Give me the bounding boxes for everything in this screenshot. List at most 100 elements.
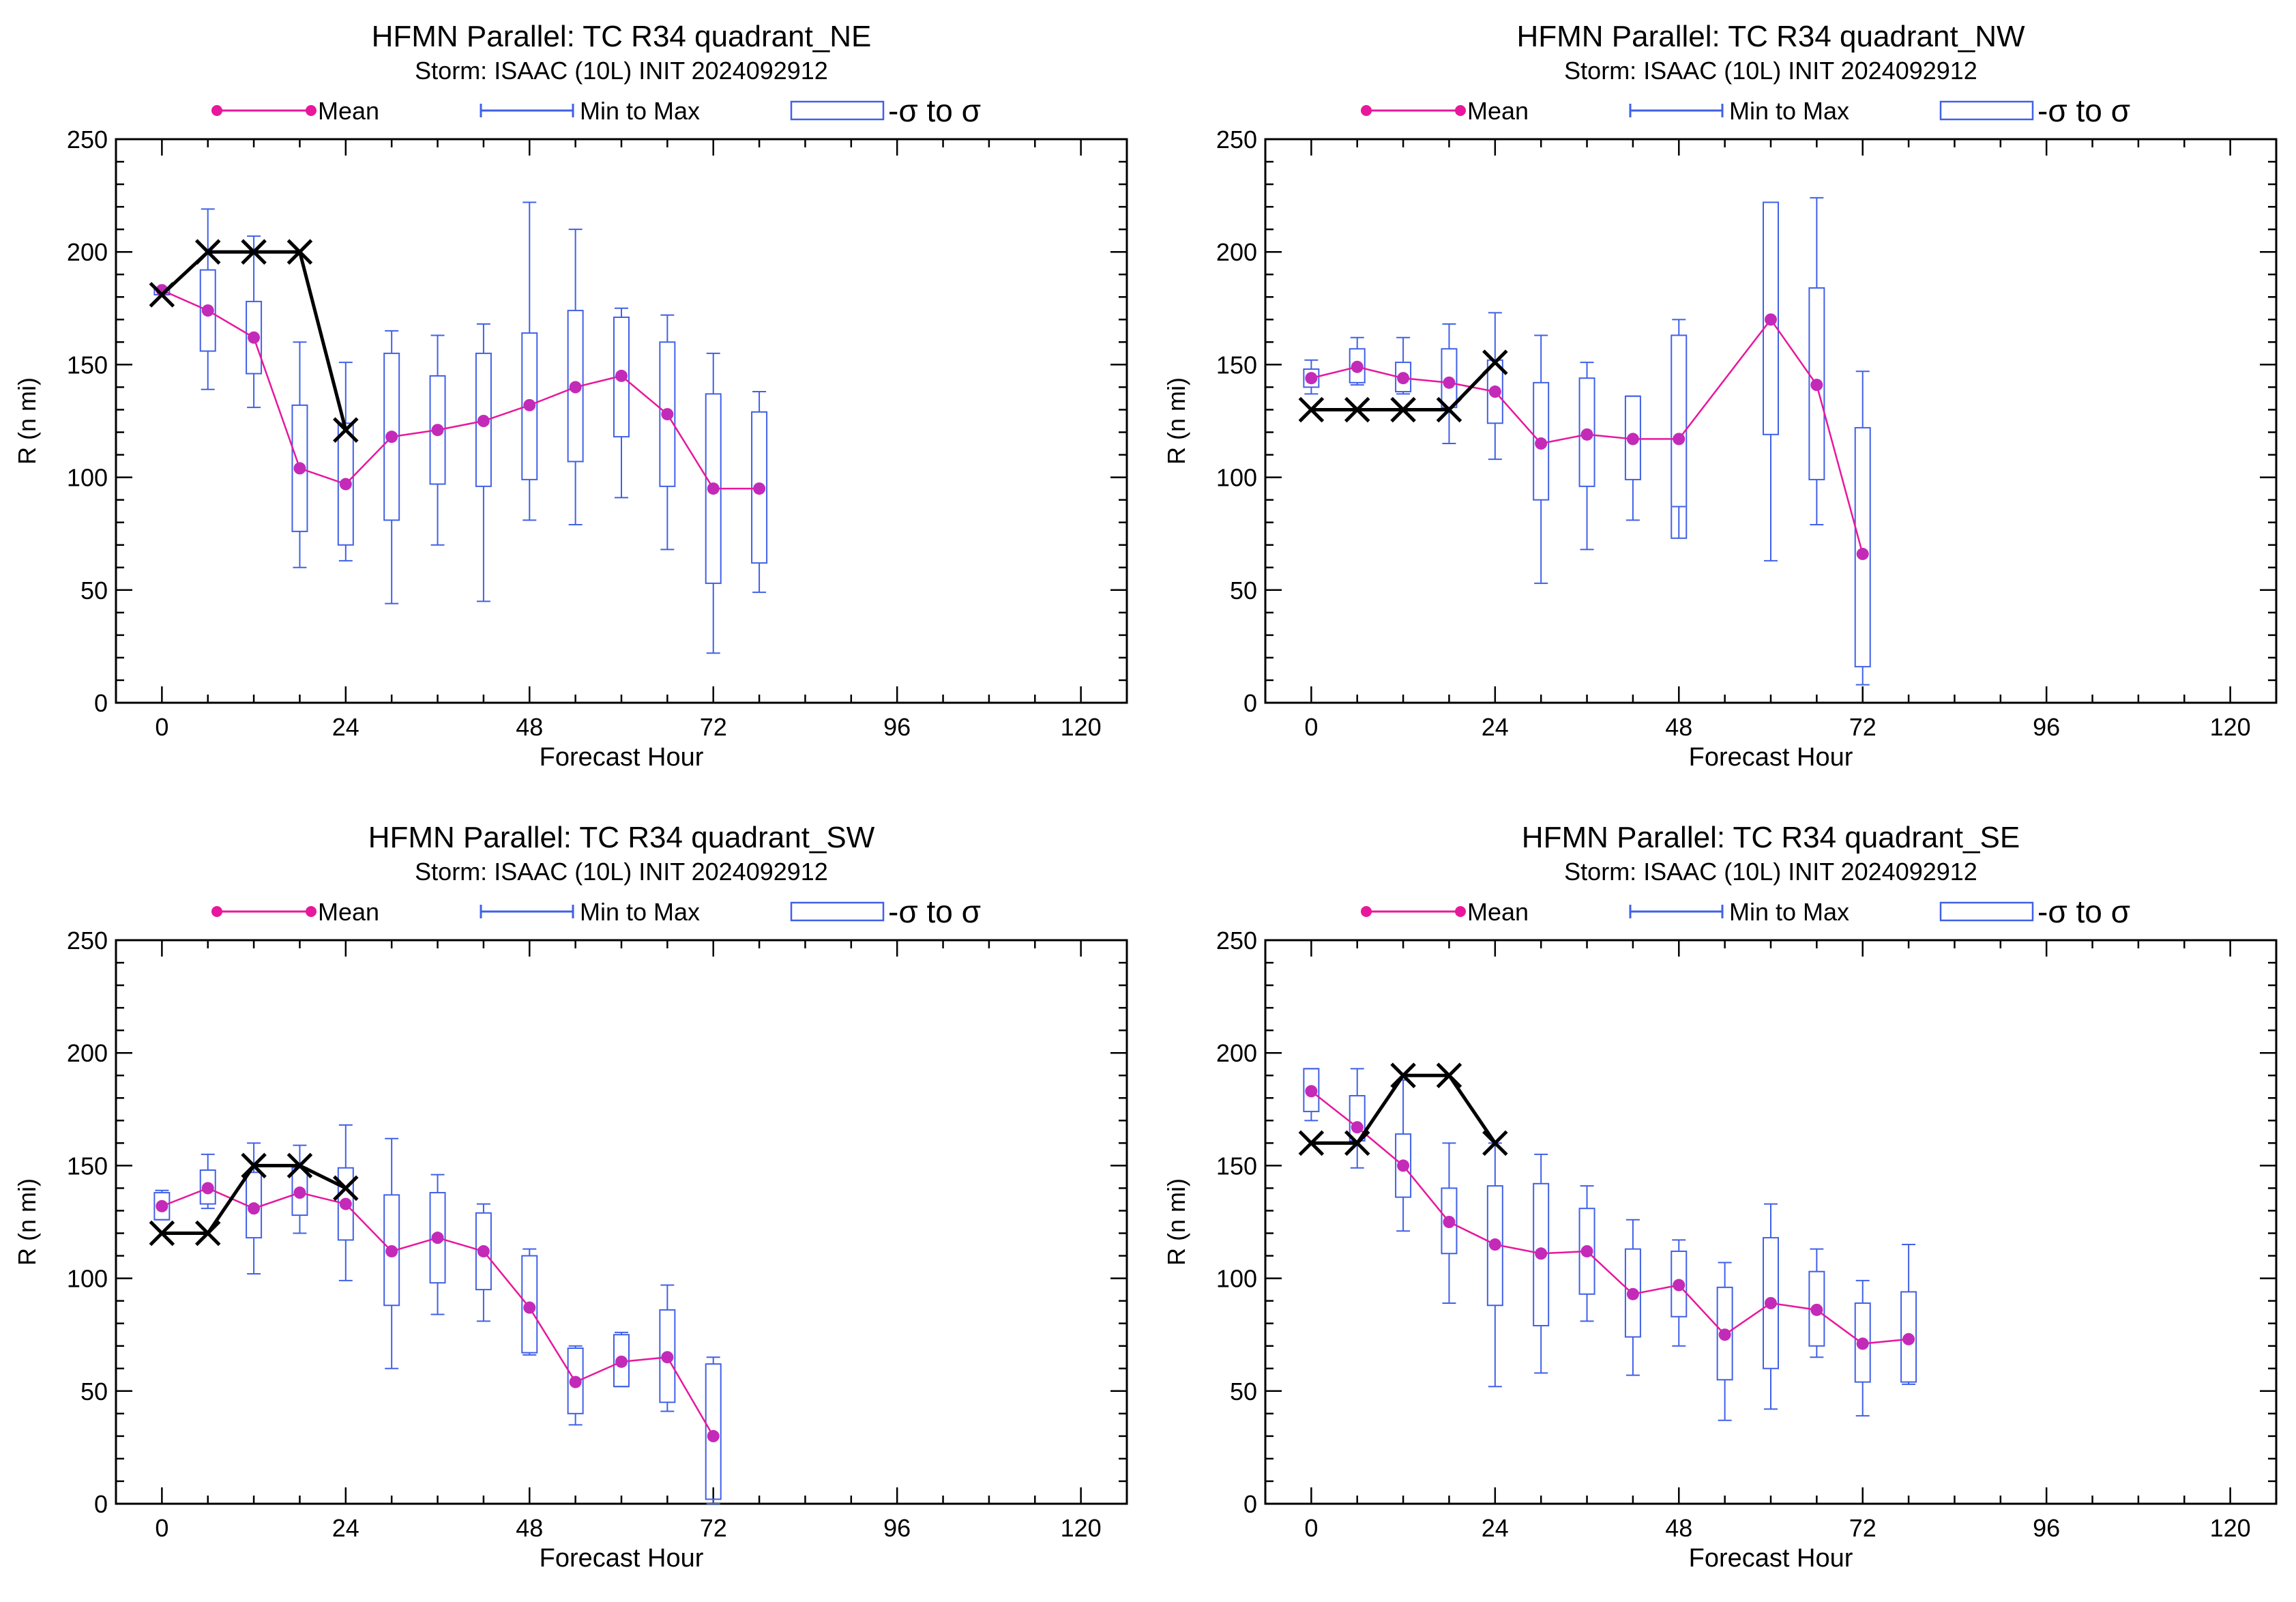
x-tick-label: 48 (1665, 713, 1692, 741)
legend-mean-label: Mean (318, 898, 379, 926)
x-marker-stroke (149, 1220, 175, 1247)
mean-point (1535, 1247, 1548, 1260)
legend-mean-label: Mean (1467, 898, 1529, 926)
x-tick-label: 0 (155, 1514, 168, 1542)
legend-mean-label: Mean (318, 97, 379, 125)
x-tick-label: 96 (883, 713, 911, 741)
x-marker-stroke (149, 282, 175, 308)
sigma-box (291, 404, 308, 532)
mean-point (1626, 1287, 1639, 1300)
best-track-x-marker (333, 1175, 359, 1202)
mean-point (1765, 1296, 1777, 1309)
best-track-x-marker (149, 1220, 175, 1247)
mean-point (385, 431, 398, 443)
x-marker-stroke (1298, 396, 1325, 423)
mean-line (1310, 1090, 1909, 1345)
x-axis: 0 24 48 72 96 120 Forecast Hour (1304, 940, 2251, 1573)
y-tick-label: 250 (67, 927, 108, 955)
mean-point (1397, 1159, 1410, 1172)
mean-point (1810, 1303, 1823, 1316)
y-tick-label: 50 (1230, 577, 1257, 605)
sigma-box (1763, 1237, 1779, 1369)
mean-point (1488, 1238, 1501, 1251)
chart-subtitle: Storm: ISAAC (10L) INIT 2024092912 (1564, 858, 1977, 886)
sigma-box (567, 1348, 584, 1414)
mean-point (431, 1232, 444, 1244)
y-tick-label: 150 (1216, 351, 1257, 379)
mean-point (569, 1375, 582, 1388)
best-track-x-marker (1298, 1130, 1325, 1156)
sigma-box (199, 1169, 216, 1205)
box-series (1303, 196, 1871, 686)
x-tick-label: 72 (700, 1514, 727, 1542)
y-tick-label: 150 (67, 351, 108, 379)
mean-point (201, 1182, 214, 1195)
y-axis: 0 50 100 150 200 250 R (n mi) (1162, 126, 2276, 717)
y-tick-label: 100 (1216, 1265, 1257, 1293)
y-axis: 0 50 100 150 200 250 R (n mi) (13, 927, 1127, 1518)
x-tick-label: 24 (1482, 713, 1509, 741)
box-series (1303, 1068, 1917, 1421)
x-tick-label: 96 (2033, 713, 2060, 741)
y-axis-label: R (n mi) (1162, 1178, 1190, 1266)
mean-point (385, 1244, 398, 1257)
mean-series (1305, 1085, 1915, 1350)
best-track-x-marker (1390, 396, 1416, 423)
sigma-box (521, 1255, 538, 1354)
x-tick-label: 48 (1665, 1514, 1692, 1542)
sigma-box (429, 1192, 446, 1284)
y-tick-label: 100 (67, 464, 108, 492)
legend-sigma-label: -σ to σ (888, 894, 981, 929)
sigma-box (1900, 1291, 1917, 1383)
y-tick-label: 0 (94, 689, 108, 717)
mean-point (1765, 313, 1777, 326)
legend-sigma-box (1939, 901, 2034, 922)
mean-point (1305, 1085, 1318, 1098)
x-marker-stroke (1344, 1130, 1370, 1156)
mean-series (156, 284, 766, 495)
mean-point (339, 1197, 352, 1210)
sigma-box (153, 1192, 171, 1221)
mean-point (1351, 1121, 1364, 1134)
y-tick-label: 200 (67, 1039, 108, 1067)
x-tick-label: 24 (332, 713, 359, 741)
x-marker-stroke (333, 1175, 359, 1202)
y-axis: 0 50 100 150 200 250 R (n mi) (13, 126, 1127, 717)
best-track-x-marker (1482, 1130, 1508, 1156)
x-tick-label: 72 (1849, 713, 1876, 741)
mean-line (161, 289, 760, 490)
x-marker-stroke (1482, 349, 1508, 375)
y-tick-label: 0 (1243, 1490, 1257, 1518)
x-tick-label: 96 (2033, 1514, 2060, 1542)
x-axis: 0 24 48 72 96 120 Forecast Hour (155, 940, 1102, 1573)
legend-mean-marker (1361, 906, 1372, 917)
mean-point (661, 408, 674, 421)
mean-point (1397, 372, 1410, 385)
x-marker-stroke (1298, 1130, 1325, 1156)
chart-title: HFMN Parallel: TC R34 quadrant_NE (372, 20, 872, 53)
mean-point (293, 1186, 306, 1199)
y-tick-label: 0 (94, 1490, 108, 1518)
sigma-box (429, 375, 446, 485)
mean-point (248, 331, 261, 344)
x-marker-stroke (241, 1152, 267, 1179)
mean-point (1488, 385, 1501, 398)
sigma-box (383, 352, 400, 521)
sigma-box (1716, 1286, 1733, 1381)
plot-frame (115, 138, 1128, 704)
x-axis-label: Forecast Hour (540, 743, 704, 772)
mean-series (1305, 313, 1869, 560)
chart-subtitle: Storm: ISAAC (10L) INIT 2024092912 (1564, 57, 1977, 85)
mean-point (477, 1244, 490, 1257)
mean-point (523, 398, 536, 411)
y-tick-label: 50 (80, 1378, 108, 1406)
x-marker-stroke (1482, 1130, 1508, 1156)
y-axis-label: R (n mi) (13, 377, 41, 465)
best-track-line (162, 1163, 347, 1236)
sigma-box (1578, 377, 1595, 487)
best-track-x-marker (286, 1152, 313, 1179)
best-track-x-marker (241, 1152, 267, 1179)
mean-point (1580, 1244, 1593, 1257)
x-tick-label: 24 (1482, 1514, 1509, 1542)
mean-point (1810, 379, 1823, 392)
